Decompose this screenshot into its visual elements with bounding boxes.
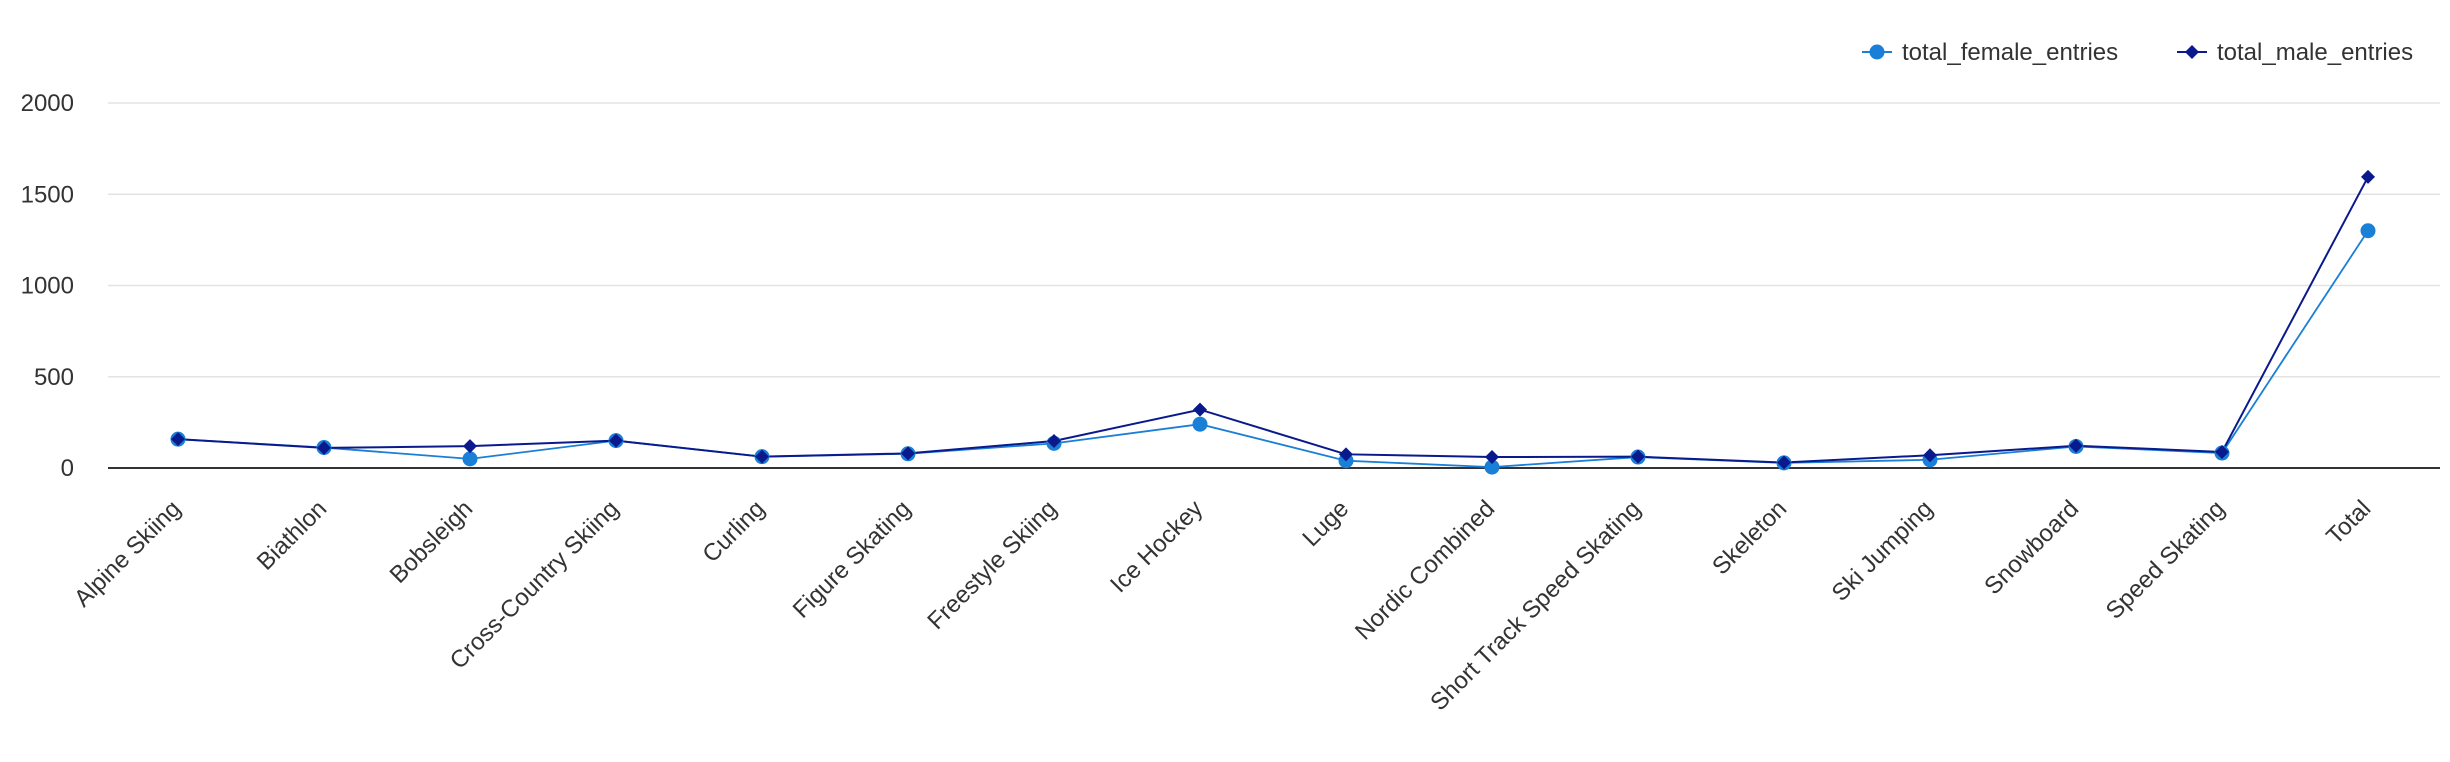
data-point-total_male_entries[interactable] (463, 439, 477, 454)
series-markers (170, 169, 2376, 475)
x-tick-label: Bobsleigh (385, 495, 479, 589)
x-tick-label: Figure Skating (788, 495, 917, 624)
legend-label: total_female_entries (1902, 39, 2118, 66)
data-point-total_female_entries[interactable] (2360, 223, 2376, 239)
gridlines (108, 102, 2440, 378)
data-point-total_male_entries[interactable] (1485, 450, 1499, 465)
x-tick-label: Luge (1297, 495, 1354, 552)
series-lines (177, 176, 2369, 468)
y-tick-label: 0 (61, 455, 74, 482)
x-tick-label: Nordic Combined (1350, 495, 1500, 645)
x-tick-label: Snowboard (1979, 495, 2084, 600)
y-tick-label: 2000 (21, 90, 74, 117)
data-point-total_male_entries[interactable] (1193, 402, 1207, 417)
axes: 0 500 1000 1500 2000 Alpine Skiing Biathlon Bob… (21, 90, 2440, 716)
y-tick-label: 500 (34, 364, 74, 391)
series-line-total_male_entries (177, 176, 2369, 464)
data-point-total_male_entries[interactable] (1047, 433, 1061, 448)
data-point-total_female_entries[interactable] (1484, 459, 1500, 475)
legend-item-total_female_entries[interactable]: total_female_entries (1862, 39, 2118, 66)
data-point-total_male_entries[interactable] (171, 432, 185, 447)
data-point-total_female_entries[interactable] (462, 451, 478, 467)
legend-circle-marker (1869, 44, 1885, 60)
legend[interactable]: total_female_entries total_male_entries (1862, 39, 2413, 66)
data-point-total_male_entries[interactable] (609, 433, 623, 448)
data-point-total_male_entries[interactable] (1923, 448, 1937, 463)
x-tick-label: Cross-Country Skiing (445, 495, 624, 674)
y-tick-label: 1000 (21, 273, 74, 300)
data-point-total_female_entries[interactable] (1192, 416, 1208, 432)
data-point-total_male_entries[interactable] (2069, 438, 2083, 453)
x-tick-label: Speed Skating (2101, 495, 2230, 624)
data-point-total_male_entries[interactable] (2361, 169, 2375, 184)
series-line-total_female_entries (177, 230, 2369, 468)
data-point-total_male_entries[interactable] (1631, 449, 1645, 464)
data-point-total_male_entries[interactable] (317, 440, 331, 455)
data-point-total_male_entries[interactable] (1339, 447, 1353, 462)
x-tick-label: Skeleton (1707, 495, 1792, 580)
x-tick-label: Curling (697, 495, 770, 568)
x-tick-label: Ski Jumping (1827, 495, 1939, 607)
data-point-total_male_entries[interactable] (1777, 455, 1791, 470)
data-point-total_male_entries[interactable] (901, 446, 915, 461)
data-point-total_male_entries[interactable] (2215, 444, 2229, 459)
x-tick-label: Biathlon (252, 495, 332, 575)
legend-item-total_male_entries[interactable]: total_male_entries (2177, 39, 2413, 66)
y-tick-label: 1500 (21, 181, 74, 208)
legend-label: total_male_entries (2217, 39, 2413, 66)
x-tick-label: Freestyle Skiing (922, 495, 1062, 635)
legend-diamond-marker (2185, 45, 2199, 59)
x-tick-label: Ice Hockey (1105, 495, 1208, 598)
x-tick-label: Total (2321, 495, 2376, 550)
data-point-total_male_entries[interactable] (755, 449, 769, 464)
x-tick-label: Alpine Skiing (69, 495, 186, 612)
